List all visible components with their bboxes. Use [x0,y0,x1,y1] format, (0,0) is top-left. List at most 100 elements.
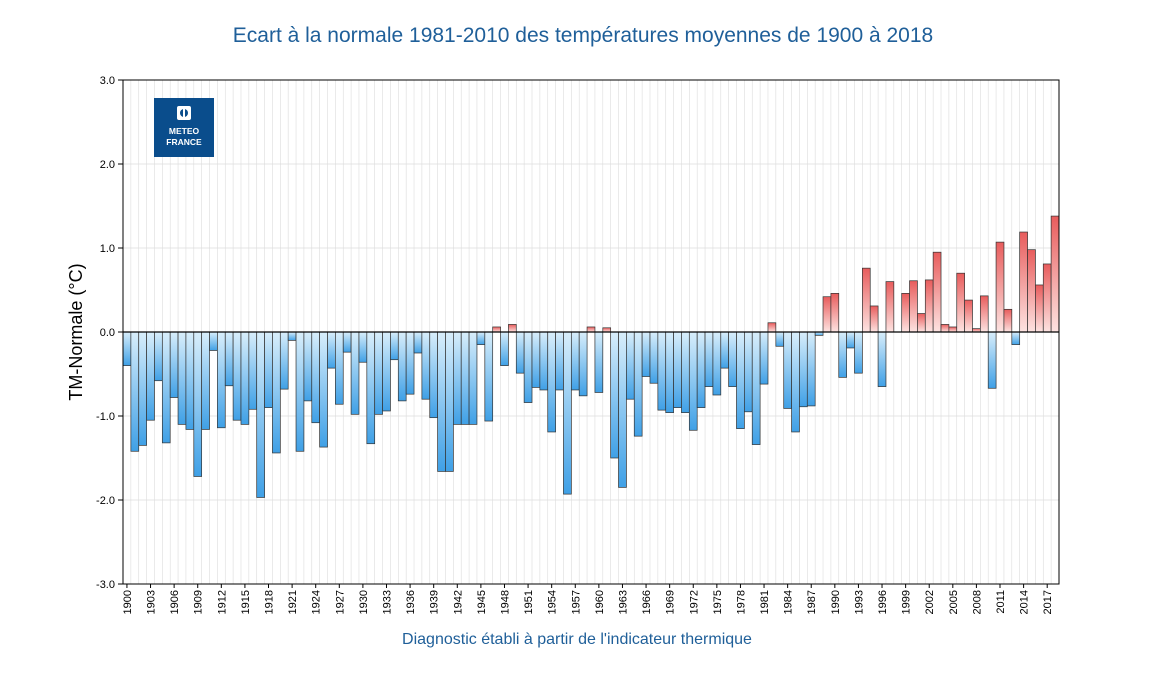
x-axis-ticks: 1900 1903 1906 1909 1912 1915 1918 1921 1924 1927… [122,584,1054,614]
bar-1931 [366,331,376,445]
x-tick-label: 1987 [806,590,818,614]
x-tick-label: 1969 [665,590,677,614]
bar-1942 [453,331,462,425]
logo-line2: FRANCE [166,137,202,147]
x-tick-label: 1921 [287,590,299,614]
x-tick-label: 1954 [547,590,559,614]
bar-1901 [130,331,140,452]
bar-1996 [877,331,887,387]
x-tick-label: 1978 [735,590,747,614]
bar-2009 [979,295,989,333]
bar-1952 [531,331,541,388]
logo-emblem-icon [177,106,191,120]
x-tick-label: 2002 [924,590,936,614]
bar-1933 [382,331,391,412]
bar-1985 [791,331,800,433]
bar-1965 [633,331,643,437]
x-tick-label: 1963 [617,590,629,614]
x-axis-caption: Diagnostic établi à partir de l'indicate… [402,631,752,648]
bar-1947 [492,326,501,333]
bar-1959 [586,326,596,333]
bar-1919 [272,331,281,454]
bar-2016 [1035,284,1044,333]
axes [122,79,1060,585]
bar-2011 [995,241,1005,333]
bar-1973 [696,331,706,408]
bar-1900 [122,331,132,366]
x-tick-label: 1945 [476,590,488,614]
bar-1994 [862,267,871,333]
x-tick-label: 1909 [193,590,205,614]
bar-2004 [940,324,950,333]
y-axis-ticks: -3.0 -2.0 -1.0 0.0 1.0 2.0 3.0 [96,75,123,591]
x-tick-label: 1993 [853,590,865,614]
y-tick-label: 0.0 [100,327,115,339]
bar-1962 [610,331,619,459]
bar-2013 [1011,331,1021,345]
bar-1922 [295,331,305,452]
bar-1915 [240,331,250,425]
bar-1963 [618,331,627,488]
x-tick-label: 1912 [216,590,228,614]
bar-2001 [917,313,926,333]
bar-2002 [924,279,934,333]
bar-1941 [445,331,454,472]
x-tick-label: 1981 [759,590,771,614]
bar-1930 [358,331,368,363]
bar-1923 [303,331,313,402]
bar-1907 [177,331,187,425]
bar-2014 [1019,231,1028,333]
bar-2012 [1003,308,1013,333]
meteo-france-logo: METEO FRANCE [154,98,214,157]
bar-2007 [964,299,973,333]
x-tick-label: 1951 [523,590,535,614]
x-tick-label: 1999 [901,590,913,614]
bar-1927 [335,331,344,405]
bar-1969 [665,331,674,413]
x-tick-label: 1948 [499,590,511,614]
bar-1926 [327,331,336,369]
bar-1954 [547,331,556,433]
x-tick-label: 1975 [712,590,724,614]
bar-1940 [437,331,446,472]
bar-1966 [641,331,651,377]
x-tick-label: 2014 [1019,590,1031,614]
bar-1967 [649,331,659,384]
bar-1902 [138,331,147,446]
bar-1964 [626,331,635,400]
bar-2000 [909,280,918,333]
bar-1980 [751,331,761,445]
bar-1992 [846,331,855,349]
bar-1991 [838,331,847,378]
bar-1928 [342,331,352,353]
x-tick-label: 1990 [830,590,842,614]
bar-1960 [594,331,604,393]
y-tick-label: -3.0 [96,579,115,591]
x-tick-label: 1957 [570,590,582,614]
bar-1948 [500,331,509,366]
bar-1918 [264,331,273,408]
x-tick-label: 1984 [783,590,795,614]
bar-1961 [602,327,612,333]
bar-2005 [948,326,958,333]
y-tick-label: 1.0 [100,243,115,255]
x-tick-label: 1966 [641,590,653,614]
bar-1989 [822,296,832,333]
x-tick-label: 1924 [311,590,323,614]
bar-1955 [555,331,564,391]
bar-1932 [374,331,383,415]
bar-1909 [193,331,203,477]
bar-1945 [476,331,486,345]
bar-1951 [523,331,533,403]
bar-1970 [673,331,682,408]
x-tick-label: 1942 [452,590,464,614]
bar-1921 [287,331,297,341]
bar-1950 [515,331,525,374]
bar-1956 [563,331,572,495]
bar-1913 [224,331,234,387]
bar-1975 [712,331,722,396]
bar-1968 [657,331,667,411]
bar-2018 [1050,215,1060,333]
x-tick-label: 1996 [877,590,889,614]
